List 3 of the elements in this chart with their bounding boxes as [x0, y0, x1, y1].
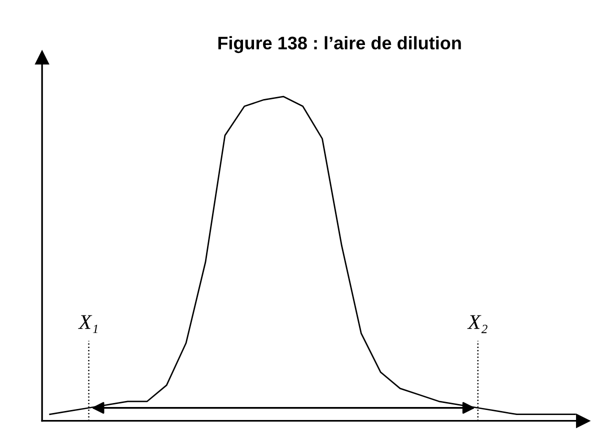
annotation: X₁	[78, 315, 98, 334]
annotation: X₂	[467, 315, 488, 334]
chart-title: Figure 138 : l’aire de dilution	[218, 36, 461, 54]
